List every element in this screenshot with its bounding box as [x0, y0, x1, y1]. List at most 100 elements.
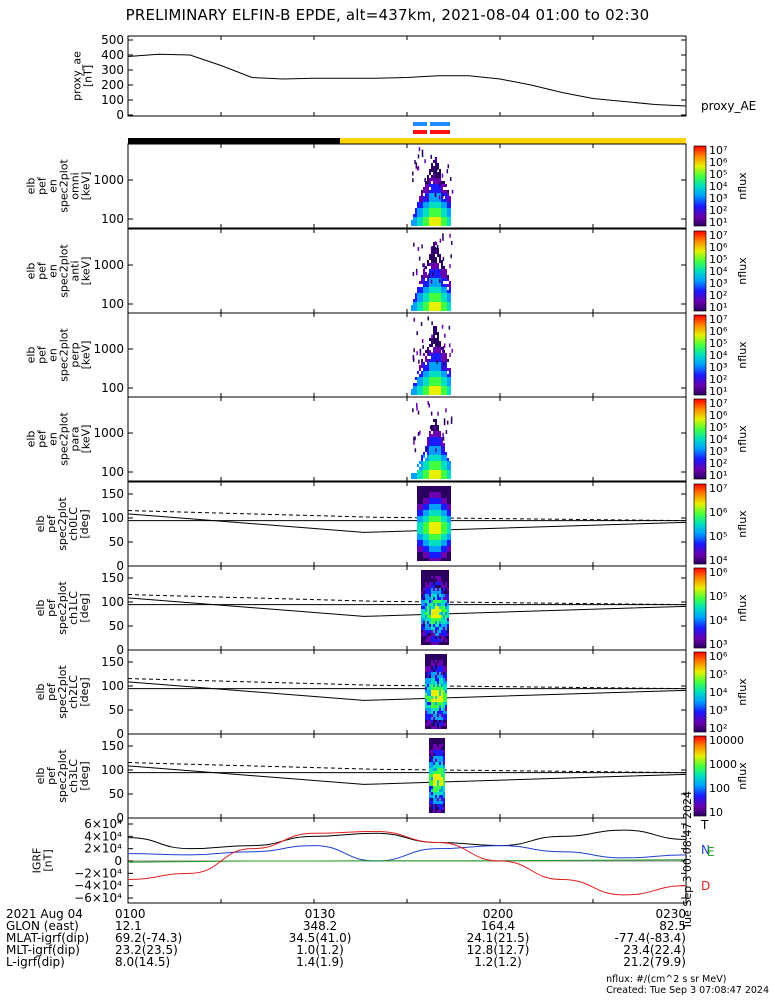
colorbar-tick: 10⁴: [709, 433, 728, 446]
footer-value: 82.5: [659, 919, 686, 933]
pitch-cell: [425, 702, 427, 705]
spec-cell: [435, 437, 437, 440]
pitch-cell: [443, 762, 445, 765]
spec-cell: [431, 374, 433, 377]
spec-speck: [415, 162, 418, 167]
pitch-cell: [423, 579, 425, 582]
spec-cell: [439, 299, 441, 302]
spec-cell: [437, 476, 439, 479]
colorbar-tick: 10⁷: [709, 482, 727, 495]
pitch-cell: [423, 582, 425, 585]
spec-cell: [421, 377, 423, 380]
pitch-angle-frame: [127, 481, 687, 567]
spec-cell: [439, 371, 441, 374]
pitch-cell: [419, 516, 421, 519]
spec-cell: [431, 305, 433, 308]
pitch-cell: [447, 609, 449, 612]
spec-cell: [425, 380, 427, 383]
pitch-cell: [433, 696, 435, 699]
pitch-cell: [419, 501, 421, 504]
pitch-cell: [441, 615, 443, 618]
pitch-cell: [419, 489, 421, 492]
spec-cell: [441, 208, 443, 211]
pitch-cell: [433, 588, 435, 591]
pitch-cell: [435, 780, 437, 783]
colorbar-label: nflux: [736, 172, 749, 200]
spec-cell: [431, 217, 433, 220]
spec-cell: [437, 347, 439, 350]
spec-cell: [433, 220, 435, 223]
ylabel-line: pef: [45, 766, 58, 785]
spec-cell: [449, 211, 451, 214]
pitch-cell: [437, 630, 439, 633]
pitch-cell: [441, 762, 443, 765]
pitch-cell: [439, 771, 441, 774]
spec-cell: [417, 308, 419, 311]
pitch-cell: [435, 594, 437, 597]
spec-cell: [449, 284, 451, 287]
spec-cell: [419, 293, 421, 296]
spec-cell: [429, 257, 431, 260]
pitch-cell: [429, 558, 431, 561]
spec-cell: [445, 353, 447, 356]
pitch-cell: [431, 609, 433, 612]
spec-cell: [441, 308, 443, 311]
pitch-cell: [445, 555, 447, 558]
spec-cell: [421, 287, 423, 290]
spec-cell: [429, 290, 431, 293]
spec-cell: [427, 476, 429, 479]
spec-cell: [425, 464, 427, 467]
pitch-cell: [433, 540, 435, 543]
spec-cell: [433, 461, 435, 464]
spec-cell: [425, 305, 427, 308]
pitch-cell: [429, 663, 431, 666]
spec-cell: [429, 208, 431, 211]
pitch-cell: [417, 507, 419, 510]
pitch-cell: [443, 627, 445, 630]
spec-cell: [433, 467, 435, 470]
pitch-cell: [443, 498, 445, 501]
spec-cell: [445, 452, 447, 455]
spec-cell: [419, 392, 421, 395]
pitch-cell: [439, 549, 441, 552]
spec-cell: [437, 371, 439, 374]
spec-cell: [431, 214, 433, 217]
spec-cell: [423, 467, 425, 470]
spec-cell: [427, 287, 429, 290]
pitch-cell: [431, 510, 433, 513]
pitch-cell: [445, 675, 447, 678]
colorbar: [693, 567, 707, 649]
pitch-cell: [427, 558, 429, 561]
spec-cell: [439, 437, 441, 440]
spec-cell: [449, 217, 451, 220]
pitch-cell: [429, 756, 431, 759]
spec-speck: [421, 338, 424, 343]
pitch-cell: [433, 534, 435, 537]
pitch-cell: [437, 762, 439, 765]
pitch-cell: [421, 594, 423, 597]
pitch-cell: [429, 582, 431, 585]
ylabel-line: en: [47, 179, 60, 193]
pitch-cell: [445, 582, 447, 585]
pitch-cell: [429, 570, 431, 573]
spec-cell: [433, 166, 435, 169]
pitch-cell: [429, 681, 431, 684]
pitch-cell: [439, 777, 441, 780]
spec-cell: [433, 371, 435, 374]
ylabel-line: ch2LC: [67, 675, 80, 709]
spec-cell: [423, 187, 425, 190]
pitch-cell: [431, 795, 433, 798]
pitch-cell: [439, 804, 441, 807]
spec-cell: [435, 461, 437, 464]
pitch-cell: [441, 675, 443, 678]
spec-speck: [416, 406, 418, 411]
colorbar-label: nflux: [736, 257, 749, 285]
proxy-ae-line: [127, 53, 687, 107]
pitch-cell: [431, 777, 433, 780]
spec-cell: [427, 220, 429, 223]
pitch-cell: [423, 576, 425, 579]
spec-cell: [429, 458, 431, 461]
spec-cell: [441, 214, 443, 217]
pitch-cell: [421, 528, 423, 531]
pitch-cell: [433, 660, 435, 663]
